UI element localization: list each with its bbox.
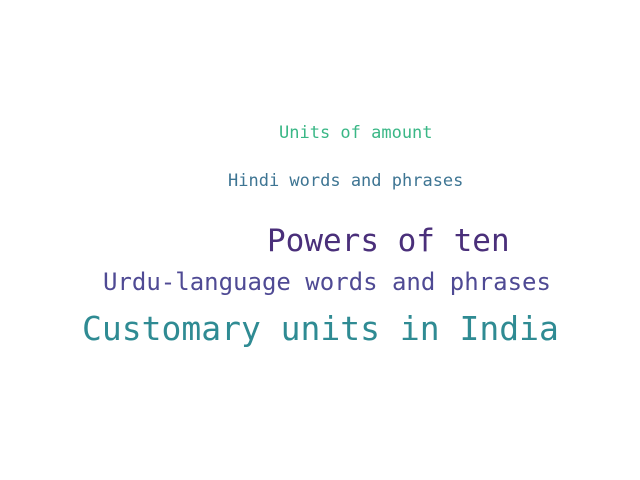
word-hindi-words-and-phrases: Hindi words and phrases bbox=[228, 171, 464, 191]
word-customary-units-in-india: Customary units in India bbox=[82, 309, 559, 348]
word-units-of-amount: Units of amount bbox=[279, 123, 433, 143]
word-powers-of-ten: Powers of ten bbox=[267, 223, 510, 259]
word-urdu-language-words-and-phrases: Urdu-language words and phrases bbox=[103, 268, 551, 296]
